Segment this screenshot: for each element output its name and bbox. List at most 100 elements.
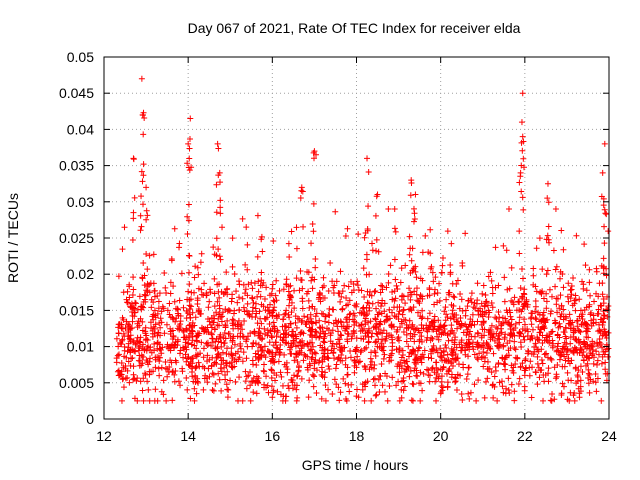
data-point (567, 295, 574, 302)
data-point (361, 397, 368, 404)
data-point (587, 350, 594, 357)
data-point (584, 360, 591, 367)
data-point (418, 315, 425, 322)
data-point (577, 363, 584, 370)
data-point (485, 313, 492, 320)
data-point (388, 321, 395, 328)
data-point (185, 201, 192, 208)
data-point (287, 344, 294, 351)
data-point (293, 275, 300, 282)
data-point (336, 290, 343, 297)
data-point (294, 382, 301, 389)
data-point (310, 149, 317, 156)
data-point (432, 378, 439, 385)
data-point (376, 309, 383, 316)
data-point (526, 372, 533, 379)
data-point (358, 335, 365, 342)
data-point (598, 193, 605, 200)
data-point (223, 286, 230, 293)
data-point (249, 295, 256, 302)
data-point (459, 397, 466, 404)
data-point (208, 342, 215, 349)
data-point (243, 307, 250, 314)
data-point (508, 316, 515, 323)
data-point (142, 292, 149, 299)
data-point (185, 340, 192, 347)
data-point (529, 326, 536, 333)
data-point (546, 333, 553, 340)
data-point (116, 321, 123, 328)
data-point (218, 368, 225, 375)
data-point (457, 324, 464, 331)
data-point (471, 381, 478, 388)
data-point (258, 233, 265, 240)
data-point (155, 365, 162, 372)
data-point (521, 321, 528, 328)
data-point (340, 375, 347, 382)
data-point (441, 308, 448, 315)
data-point (285, 382, 292, 389)
data-point (285, 240, 292, 247)
data-point (598, 262, 605, 269)
data-point (459, 262, 466, 269)
data-point (575, 339, 582, 346)
data-point (273, 277, 280, 284)
data-point (588, 309, 595, 316)
data-point (572, 292, 579, 299)
data-point (191, 385, 198, 392)
data-point (518, 188, 525, 195)
data-point (242, 290, 249, 297)
data-point (601, 351, 608, 358)
data-point (126, 281, 133, 288)
data-point (577, 338, 584, 345)
data-point (339, 288, 346, 295)
data-point (139, 111, 146, 118)
data-point (573, 335, 580, 342)
data-point (476, 350, 483, 357)
data-point (224, 386, 231, 393)
data-point (220, 357, 227, 364)
data-point (121, 347, 128, 354)
data-point (529, 335, 536, 342)
data-point (436, 297, 443, 304)
data-point (217, 256, 224, 263)
data-point (299, 285, 306, 292)
data-point (480, 282, 487, 289)
data-point (299, 305, 306, 312)
data-point (385, 271, 392, 278)
data-point (385, 206, 392, 213)
data-point (223, 269, 230, 276)
data-point (404, 363, 411, 370)
data-point (536, 374, 543, 381)
data-point (207, 289, 214, 296)
data-point (487, 334, 494, 341)
data-point (174, 325, 181, 332)
data-point (173, 359, 180, 366)
data-point (511, 338, 518, 345)
data-point (155, 298, 162, 305)
data-point (229, 320, 236, 327)
data-point (391, 225, 398, 232)
data-point (431, 323, 438, 330)
data-point (113, 335, 120, 342)
data-point (506, 321, 513, 328)
data-point (521, 286, 528, 293)
data-point (448, 371, 455, 378)
data-point (344, 225, 351, 232)
data-point (305, 394, 312, 401)
data-point (508, 330, 515, 337)
data-point (543, 334, 550, 341)
data-point (211, 303, 218, 310)
data-point (195, 359, 202, 366)
data-point (325, 386, 332, 393)
data-point (308, 326, 315, 333)
data-point (226, 330, 233, 337)
data-point (373, 324, 380, 331)
data-point (130, 304, 137, 311)
data-point (120, 289, 127, 296)
data-point (316, 357, 323, 364)
data-point (291, 357, 298, 364)
data-point (389, 309, 396, 316)
data-point (302, 320, 309, 327)
data-point (212, 325, 219, 332)
